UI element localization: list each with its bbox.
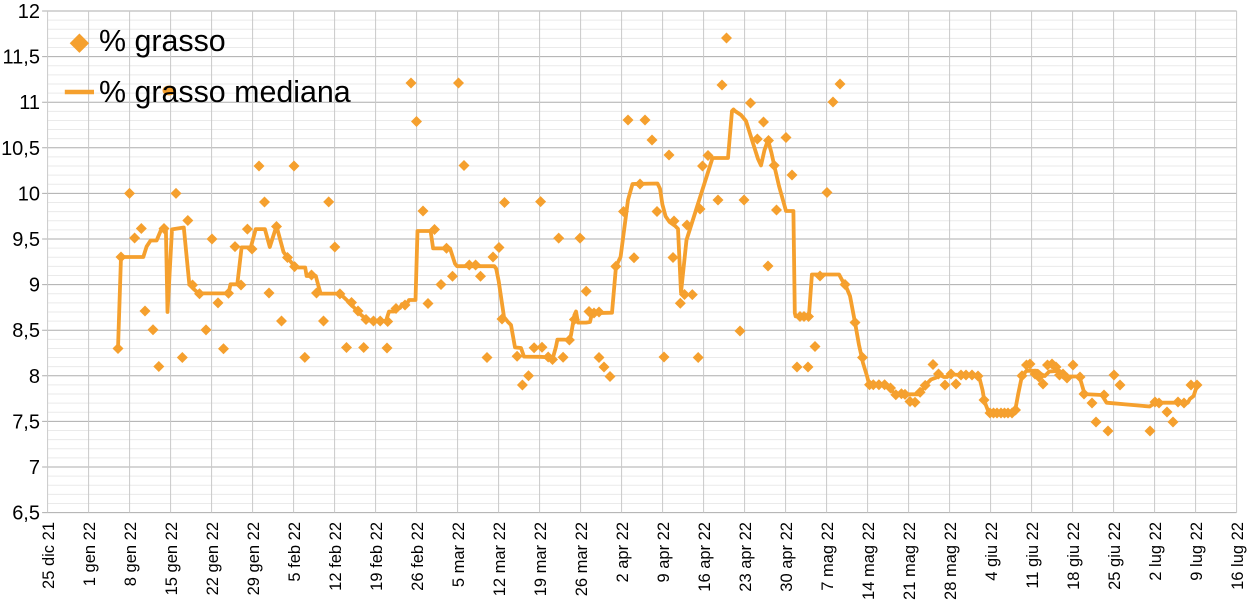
svg-text:26 feb 22: 26 feb 22 [409,522,427,591]
svg-text:12 feb 22: 12 feb 22 [327,522,345,591]
svg-text:2 apr 22: 2 apr 22 [614,522,632,583]
svg-text:11,5: 11,5 [3,47,40,69]
svg-text:25 giu 22: 25 giu 22 [1106,522,1124,590]
svg-text:5 feb 22: 5 feb 22 [286,522,304,582]
svg-text:21 mag 22: 21 mag 22 [901,522,919,600]
svg-text:15 gen 22: 15 gen 22 [163,522,181,595]
svg-text:% grasso mediana: % grasso mediana [99,75,351,109]
svg-text:30 apr 22: 30 apr 22 [778,522,796,592]
svg-text:4 giu 22: 4 giu 22 [983,522,1001,581]
svg-text:14 mag 22: 14 mag 22 [860,522,878,600]
svg-text:10: 10 [18,183,40,205]
svg-text:19 feb 22: 19 feb 22 [368,522,386,591]
svg-text:28 mag 22: 28 mag 22 [942,522,960,600]
svg-text:11 giu 22: 11 giu 22 [1024,522,1042,589]
svg-text:23 apr 22: 23 apr 22 [737,522,755,592]
svg-text:2 lug 22: 2 lug 22 [1147,522,1165,581]
svg-text:25 dic 21: 25 dic 21 [40,522,58,589]
svg-text:26 mar 22: 26 mar 22 [573,522,591,596]
svg-text:9 apr 22: 9 apr 22 [655,522,673,583]
svg-text:8,5: 8,5 [12,320,40,342]
svg-text:19 mar 22: 19 mar 22 [532,522,550,596]
svg-text:6,5: 6,5 [12,503,40,525]
svg-text:18 giu 22: 18 giu 22 [1065,522,1083,590]
svg-text:8 gen 22: 8 gen 22 [122,522,140,586]
svg-text:9: 9 [29,275,40,297]
svg-text:10,5: 10,5 [1,138,40,160]
svg-text:16 apr 22: 16 apr 22 [696,522,714,592]
svg-text:7: 7 [29,457,40,479]
svg-text:16 lug 22: 16 lug 22 [1229,522,1247,590]
svg-text:7 mag 22: 7 mag 22 [819,522,837,591]
svg-text:11: 11 [19,92,40,114]
svg-text:% grasso: % grasso [99,24,226,58]
svg-text:29 gen 22: 29 gen 22 [245,522,263,595]
svg-text:1 gen 22: 1 gen 22 [81,522,99,586]
svg-text:12: 12 [18,1,40,23]
svg-text:22 gen 22: 22 gen 22 [204,522,222,595]
svg-text:7,5: 7,5 [12,411,40,433]
svg-text:8: 8 [29,366,40,388]
svg-text:9,5: 9,5 [12,229,40,251]
svg-text:9 lug 22: 9 lug 22 [1188,522,1206,581]
svg-text:12 mar 22: 12 mar 22 [491,522,509,596]
svg-text:5 mar 22: 5 mar 22 [450,522,468,587]
